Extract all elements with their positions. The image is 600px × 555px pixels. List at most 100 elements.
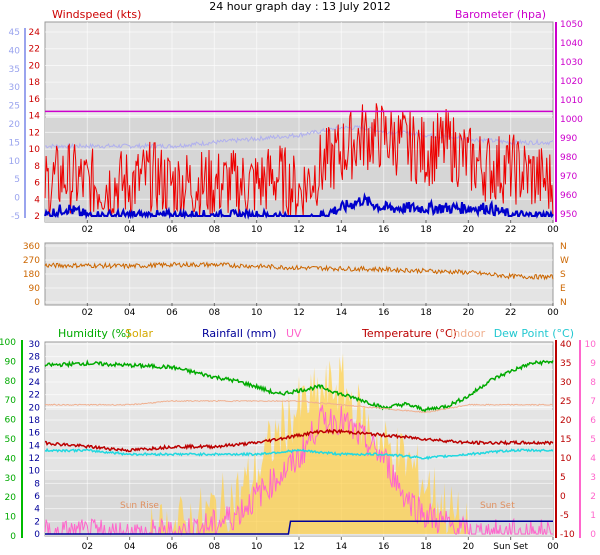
wind-left-tick-label: 10 [29,145,41,155]
indoor-line [44,399,554,414]
direction-right-tick-label: E [560,284,566,294]
baro-right-tick-label: 960 [560,191,577,201]
wind-xtick-label: 12 [293,225,304,235]
wind-outer-left-tick-label: 45 [9,28,20,38]
wind-outer-left-tick-label: -5 [11,212,20,222]
sunrise-label: Sun Rise [120,501,159,511]
baro-right-tick-label: 1050 [560,20,583,30]
humidity-outer-tick-label: 10 [5,513,17,523]
temp-right-tick-label: 0 [560,492,566,502]
baro-right-tick-label: 1020 [560,77,583,87]
weather-left-tick-label: 28 [29,353,41,363]
windspeed-line [44,103,554,217]
wind-left-tick-label: 6 [34,179,40,189]
wind-outer-left-tick-label: 5 [14,175,20,185]
wind-xtick-label: 14 [336,225,348,235]
humidity-outer-tick-label: 30 [5,474,17,484]
wind-left-tick-label: 14 [29,112,41,122]
direction-right-tick-label: S [560,270,566,280]
direction-xtick-label: 06 [166,308,178,318]
wind-xtick-label: 06 [166,225,178,235]
direction-xtick-label: 20 [463,308,475,318]
direction-right-tick-label: W [560,256,569,266]
weather-left-tick-label: 20 [29,403,41,413]
solar-area [45,353,553,534]
humidity-outer-tick-label: 20 [5,493,17,503]
direction-left-tick-label: 90 [29,284,41,294]
weather-xtick-label: 18 [420,542,432,552]
baro-right-tick-label: 970 [560,172,577,182]
weather-left-tick-label: 10 [29,467,41,477]
weather-left-tick-label: 16 [29,429,41,439]
wind-xtick-label: 04 [124,225,136,235]
wind-right-label: Barometer (hpa) [455,8,546,21]
weather-left-tick-label: 12 [29,454,40,464]
humidity-label: Humidity (%) [58,327,130,340]
wind-outer-left-tick-label: 15 [9,138,20,148]
uv-right-tick-label: 2 [590,492,596,502]
direction-left-tick-label: 0 [34,298,40,308]
uv-right-tick-label: 10 [585,340,597,350]
baro-right-tick-label: 1000 [560,115,583,125]
humidity-outer-tick-label: 80 [5,377,17,387]
temp-right-tick-label: 40 [560,340,572,350]
weather-xtick-label: 08 [209,542,221,552]
temperature-label: Temperature (°C) [361,327,457,340]
weather-xtick-label: Sun Set [493,542,528,552]
indoor-label: Indoor [450,327,486,340]
temperature-line [44,428,554,453]
weather-left-tick-label: 22 [29,391,40,401]
temp-right-tick-label: 30 [560,378,572,388]
direction-xtick-label: 14 [336,308,348,318]
baro-right-tick-label: 1040 [560,39,583,49]
wind-direction-line [44,260,554,281]
wind-outer-left-tick-label: 35 [9,65,20,75]
chart-title: 24 hour graph day : 13 July 2012 [209,0,391,13]
weather-left-tick-label: 14 [29,441,41,451]
wind-left-tick-label: 16 [29,95,41,105]
direction-left-tick-label: 270 [23,256,40,266]
humidity-outer-tick-label: 90 [5,357,17,367]
direction-xtick-label: 18 [420,308,432,318]
temp-right-tick-label: 5 [560,473,566,483]
direction-xtick-label: 10 [251,308,263,318]
wind-outer-left-tick-label: 40 [9,46,21,56]
uv-right-tick-label: 3 [590,473,596,483]
weather-left-tick-label: 26 [29,365,41,375]
uv-right-tick-label: 1 [590,511,596,521]
weather-left-tick-label: 18 [29,416,41,426]
direction-left-tick-label: 360 [23,242,40,252]
uv-right-tick-label: 7 [590,397,596,407]
wind-left-tick-label: 24 [29,28,41,38]
direction-right-tick-label: N [560,242,567,252]
uv-right-tick-label: 5 [590,435,596,445]
direction-xtick-label: 16 [378,308,390,318]
wind-left-tick-label: 8 [34,162,40,172]
humidity-outer-tick-label: 70 [5,396,17,406]
humidity-line [44,359,554,413]
sunset-label: Sun Set [480,501,515,511]
weather-left-tick-label: 30 [29,340,41,350]
temp-right-tick-label: 25 [560,397,571,407]
uv-right-tick-label: 4 [590,454,596,464]
uv-right-tick-label: 8 [590,378,596,388]
wind-xtick-label: 22 [505,225,516,235]
wind-xtick-label: 20 [463,225,475,235]
uv-right-tick-label: 0 [590,530,596,540]
dewpoint-label: Dew Point (°C) [494,327,574,340]
humidity-outer-tick-label: 50 [5,435,17,445]
weather-xtick-label: 14 [336,542,348,552]
wind-xtick-label: 10 [251,225,263,235]
baro-right-tick-label: 1030 [560,58,583,68]
wind-outer-left-tick-label: 0 [14,194,20,204]
weather-xtick-label: 04 [124,542,136,552]
rainfall-line [45,520,553,535]
dewpoint-line [44,447,554,461]
wind-xtick-label: 08 [209,225,221,235]
weather-xtick-label: 20 [463,542,475,552]
temp-right-tick-label: 20 [560,416,572,426]
humidity-outer-tick-label: 60 [5,416,17,426]
rainfall-label: Rainfall (mm) [202,327,276,340]
